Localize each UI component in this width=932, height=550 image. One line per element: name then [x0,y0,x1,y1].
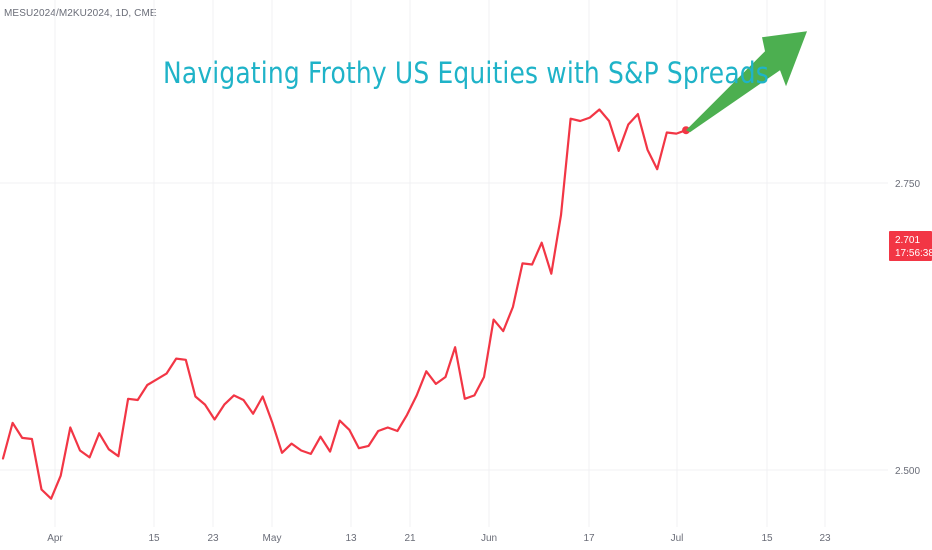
x-tick-label: 15 [761,533,773,544]
y-tick-label: 2.500 [895,466,920,477]
x-tick-label: 15 [148,533,160,544]
trend-arrow-icon [686,31,808,133]
x-tick-label: Apr [47,533,63,544]
x-tick-label: Jul [671,533,684,544]
price-badge-background [889,231,932,261]
x-tick-label: 13 [345,533,357,544]
price-badge-countdown: 17:56:38 [895,248,932,259]
series-line [1,108,688,500]
y-axis: 2.500 2.750 [895,179,920,477]
last-price-badge: 2.701 17:56:38 [889,231,932,261]
x-tick-label: 17 [583,533,595,544]
x-tick-label: Jun [481,533,497,544]
y-tick-label: 2.750 [895,179,920,190]
x-tick-label: 23 [207,533,219,544]
x-tick-label: 23 [819,533,831,544]
symbol-info: MESU2024/M2KU2024, 1D, CME [4,8,157,19]
grid [0,0,888,527]
x-axis: Apr 15 23 May 13 21 Jun 17 Jul 15 23 [47,533,831,544]
x-tick-label: May [263,533,282,544]
x-tick-label: 21 [404,533,416,544]
price-badge-value: 2.701 [895,235,920,246]
chart-title: Navigating Frothy US Equities with S&P S… [163,56,769,90]
